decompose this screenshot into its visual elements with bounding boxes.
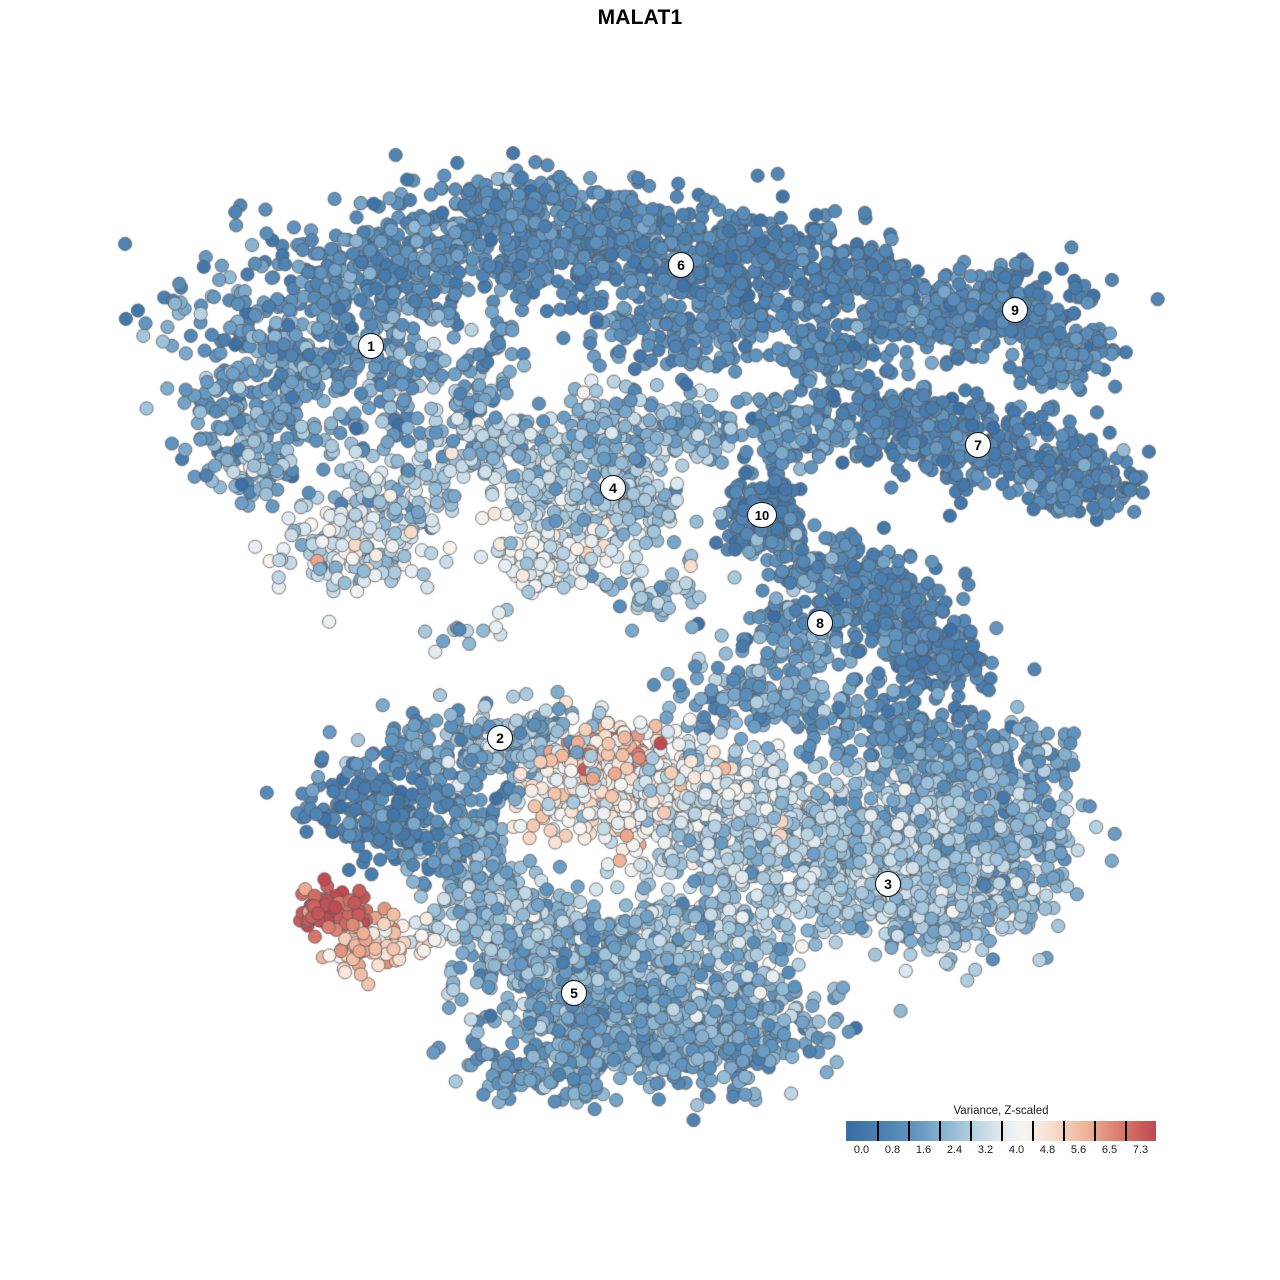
cluster-label-4: 4 bbox=[600, 475, 626, 501]
legend-bar-wrapper bbox=[846, 1121, 1156, 1141]
legend-tick-label: 1.6 bbox=[915, 1144, 932, 1156]
legend-tick-mark bbox=[939, 1121, 941, 1141]
legend-tick-mark bbox=[1032, 1121, 1034, 1141]
cluster-label-9: 9 bbox=[1002, 297, 1028, 323]
legend-tick-label: 0.8 bbox=[884, 1144, 901, 1156]
legend-tick-label: 5.6 bbox=[1070, 1144, 1087, 1156]
cluster-label-5: 5 bbox=[561, 980, 587, 1006]
legend-tick-label: 6.5 bbox=[1101, 1144, 1118, 1156]
legend-tick-label: 2.4 bbox=[946, 1144, 963, 1156]
legend-tick-label: 4.0 bbox=[1008, 1144, 1025, 1156]
legend-tick-label: 3.2 bbox=[977, 1144, 994, 1156]
legend-tick-labels: 0.0 0.8 1.6 2.4 3.2 4.0 4.8 5.6 6.5 7.3 bbox=[846, 1144, 1156, 1160]
cluster-label-3: 3 bbox=[875, 871, 901, 897]
color-legend: Variance, Z-scaled 0.0 0.8 1.6 2.4 3.2 4.0 4.8… bbox=[840, 1105, 1180, 1160]
legend-tick-mark bbox=[1063, 1121, 1065, 1141]
legend-tick-mark bbox=[877, 1121, 879, 1141]
cluster-label-6: 6 bbox=[668, 252, 694, 278]
cluster-label-7: 7 bbox=[965, 432, 991, 458]
legend-tick-label: 7.3 bbox=[1132, 1144, 1149, 1156]
legend-tick-mark bbox=[1125, 1121, 1127, 1141]
cluster-label-10: 10 bbox=[747, 502, 777, 528]
legend-tick-mark bbox=[1094, 1121, 1096, 1141]
legend-title: Variance, Z-scaled bbox=[953, 1105, 1049, 1117]
legend-tick-label: 0.0 bbox=[853, 1144, 870, 1156]
cluster-label-1: 1 bbox=[358, 333, 384, 359]
legend-tick-mark bbox=[908, 1121, 910, 1141]
cluster-label-2: 2 bbox=[487, 725, 513, 751]
legend-tick-mark bbox=[1001, 1121, 1003, 1141]
legend-tick-mark bbox=[970, 1121, 972, 1141]
cluster-label-8: 8 bbox=[807, 610, 833, 636]
legend-tick-label: 4.8 bbox=[1039, 1144, 1056, 1156]
